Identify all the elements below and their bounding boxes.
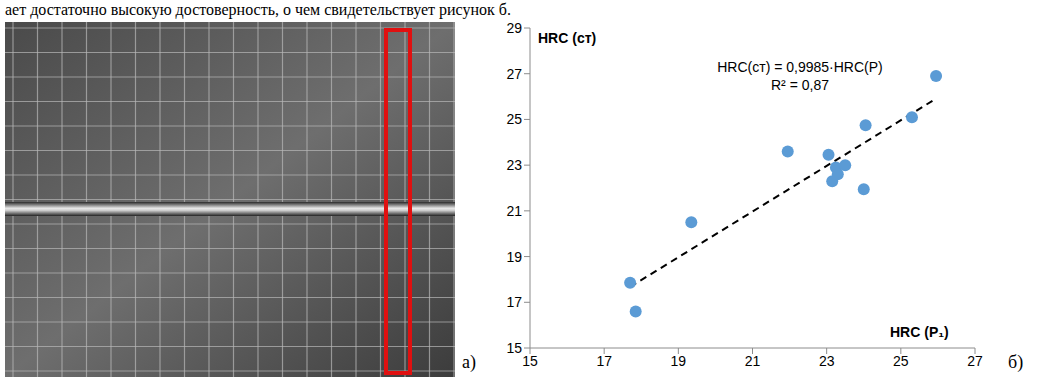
svg-text:21: 21	[745, 353, 761, 369]
svg-text:15: 15	[522, 353, 538, 369]
svg-text:29: 29	[506, 20, 522, 36]
html-text:а): а)	[462, 352, 476, 372]
svg-text:25: 25	[893, 353, 909, 369]
html-text:R² = 0,87: R² = 0,87	[771, 77, 829, 93]
svg-text:23: 23	[819, 353, 835, 369]
html-text:б): б)	[1008, 352, 1024, 372]
svg-text:23: 23	[506, 157, 522, 173]
svg-text:15: 15	[506, 340, 522, 356]
html-text:ает достаточно высокую достове: ает достаточно высокую достоверность, о …	[5, 1, 511, 18]
svg-text:17: 17	[596, 353, 612, 369]
html-text:HRC (P₁): HRC (P₁)	[890, 324, 949, 340]
svg-text:19: 19	[506, 249, 522, 265]
svg-text:17: 17	[506, 294, 522, 310]
svg-text:19: 19	[671, 353, 687, 369]
svg-text:27: 27	[967, 353, 983, 369]
html-text:HRC (ст): HRC (ст)	[538, 30, 597, 46]
svg-text:27: 27	[506, 66, 522, 82]
svg-text:25: 25	[506, 111, 522, 127]
html-text:HRC(ст) = 0,9985·HRC(Р): HRC(ст) = 0,9985·HRC(Р)	[717, 59, 883, 75]
svg-text:21: 21	[506, 203, 522, 219]
